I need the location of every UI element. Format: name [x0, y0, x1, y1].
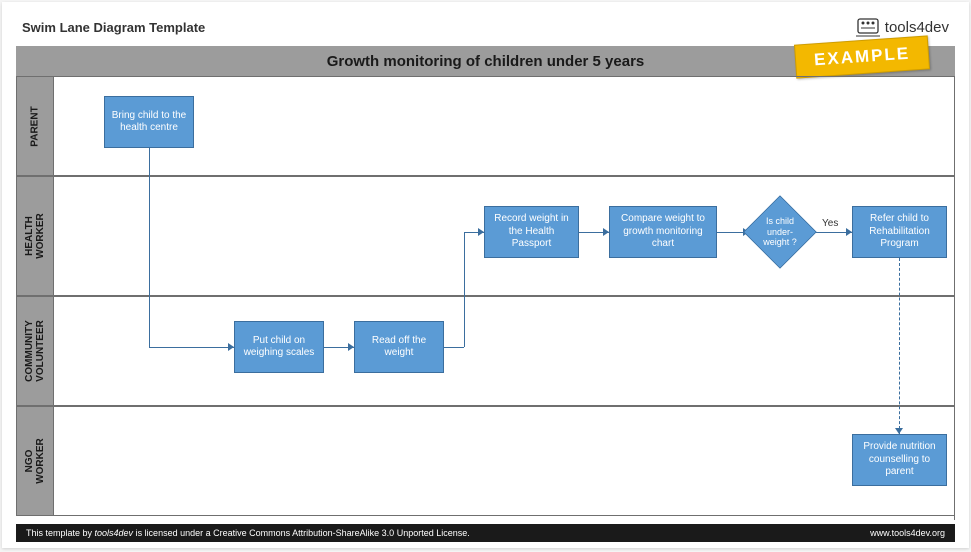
lane-row-ngo: [54, 406, 954, 516]
lane-label-health: HEALTHWORKER: [16, 176, 54, 296]
footer-url: www.tools4dev.org: [870, 528, 945, 538]
connector: [899, 258, 900, 434]
page-title: Swim Lane Diagram Template: [22, 20, 205, 35]
footer: This template by tools4dev is licensed u…: [16, 524, 955, 542]
lane-label-community: COMMUNITYVOLUNTEER: [16, 296, 54, 406]
logo: tools4dev: [855, 16, 949, 38]
chart-title: Growth monitoring of children under 5 ye…: [327, 53, 645, 70]
lane-row-community: [54, 296, 954, 406]
node-n8: Provide nutrition counselling to parent: [852, 434, 947, 486]
decision-label: Is child under-weight ?: [744, 196, 816, 268]
lane-label-parent: PARENT: [16, 76, 54, 176]
node-n5: Compare weight to growth monitoring char…: [609, 206, 717, 258]
node-n2: Put child on weighing scales: [234, 321, 324, 373]
node-n1: Bring child to the health centre: [104, 96, 194, 148]
decision-n6: Is child under-weight ?: [744, 196, 816, 268]
tools-icon: [855, 16, 881, 38]
connector: [464, 232, 465, 347]
header: Swim Lane Diagram Template tools4dev: [22, 12, 949, 42]
connector: [444, 347, 464, 348]
node-n7: Refer child to Rehabilitation Program: [852, 206, 947, 258]
footer-prefix: This template by: [26, 528, 95, 538]
connector: [149, 347, 234, 348]
connector: [149, 148, 150, 347]
lane-area: Yes Bring child to the health centre Put c…: [54, 76, 955, 520]
node-n3: Read off the weight: [354, 321, 444, 373]
page: Swim Lane Diagram Template tools4dev Gro…: [2, 2, 969, 548]
swimlane-diagram: PARENTHEALTHWORKERCOMMUNITYVOLUNTEERNGOW…: [16, 76, 955, 520]
edge-label: Yes: [822, 218, 838, 229]
footer-italic: tools4dev: [95, 528, 134, 538]
lane-label-column: PARENTHEALTHWORKERCOMMUNITYVOLUNTEERNGOW…: [16, 76, 54, 520]
footer-suffix: is licensed under a Creative Commons Att…: [133, 528, 470, 538]
node-n4: Record weight in the Health Passport: [484, 206, 579, 258]
footer-license: This template by tools4dev is licensed u…: [26, 528, 470, 538]
lane-label-ngo: NGOWORKER: [16, 406, 54, 516]
logo-text: tools4dev: [885, 19, 949, 36]
